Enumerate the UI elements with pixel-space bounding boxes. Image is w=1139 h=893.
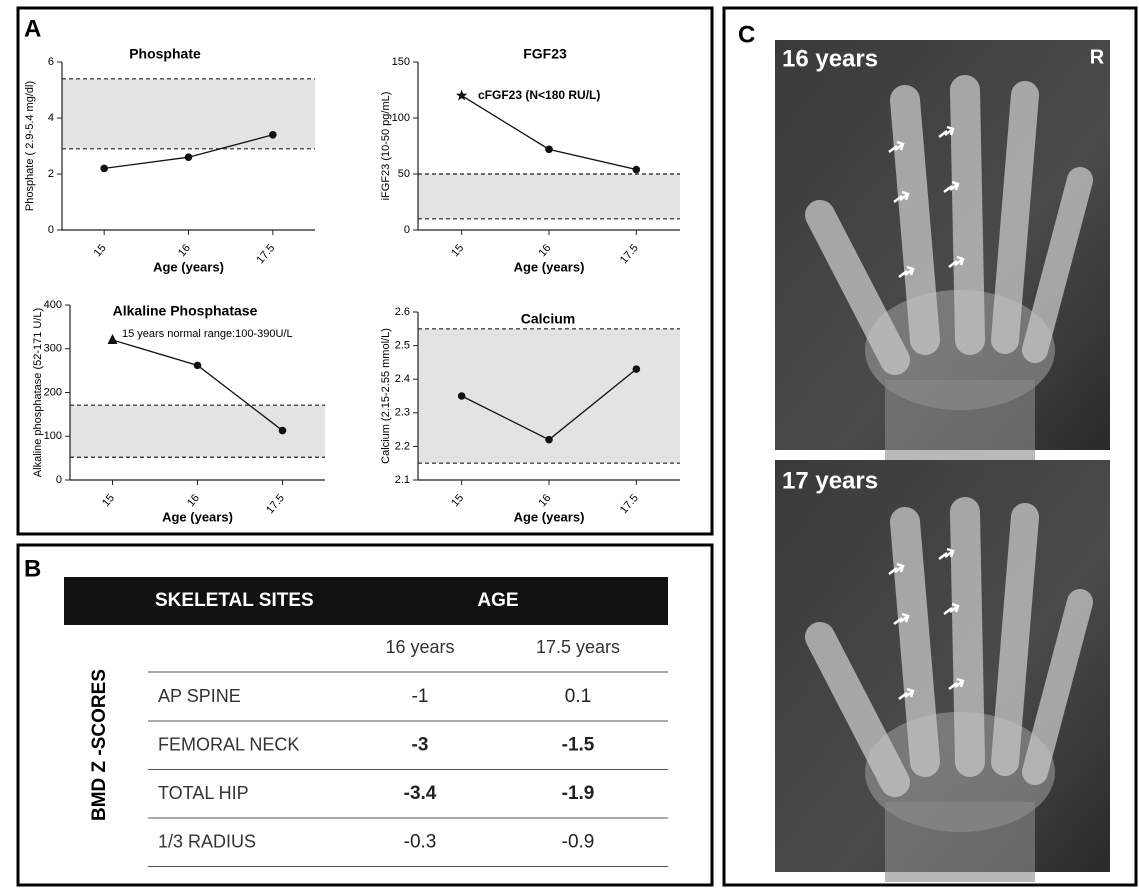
y-axis-label: Phosphate ( 2.9-5.4 mg/dl) [24, 81, 36, 211]
annotation: 15 years normal range:100-390U/L [122, 328, 293, 340]
y-axis-label: Alkaline phosphatase (52-171 U/L) [32, 308, 44, 477]
x-tick-label: 16 [536, 242, 553, 259]
data-point [279, 427, 287, 435]
x-tick-label: 15 [92, 242, 109, 259]
side-marker: R [1090, 46, 1105, 68]
y-tick-label: 2.5 [395, 340, 410, 352]
panel-letter: A [24, 15, 41, 42]
normal-range [70, 405, 325, 457]
data-point [458, 392, 466, 400]
y-axis-label: Calcium (2.15-2.55 mmol/L) [380, 328, 392, 464]
y-tick-label: 150 [392, 56, 410, 68]
header-cell: SKELETAL SITES [155, 590, 314, 611]
row-label: TOTAL HIP [158, 783, 249, 803]
cell: -3.4 [404, 783, 437, 804]
cell: -0.9 [562, 832, 595, 853]
wrist [885, 802, 1035, 882]
y-axis-label: iFGF23 (10-50 pg/mL) [380, 92, 392, 201]
y-tick-label: 300 [44, 343, 62, 355]
y-tick-label: 2 [48, 168, 54, 180]
bone [965, 512, 970, 762]
x-axis-label: Age (years) [514, 259, 585, 274]
chart-title: FGF23 [523, 46, 567, 62]
x-tick-label: 16 [536, 492, 553, 509]
bone [1005, 517, 1025, 762]
group-label: BMD Z -SCORES [89, 669, 110, 821]
y-tick-label: 200 [44, 386, 62, 398]
page: A B C SKELETAL SITES AGE 16 years 17.5 y… [0, 0, 1139, 888]
normal-range [418, 174, 680, 219]
y-tick-label: 6 [48, 56, 54, 68]
x-tick-label: 15 [100, 492, 117, 509]
cell: -1.5 [562, 735, 595, 756]
data-point [185, 153, 193, 161]
bone [905, 522, 925, 762]
x-tick-label: 15 [449, 492, 466, 509]
figure: A B C SKELETAL SITES AGE 16 years 17.5 y… [0, 0, 1139, 888]
header-cell: AGE [477, 590, 518, 611]
y-tick-label: 0 [48, 224, 54, 236]
data-line [462, 96, 637, 170]
data-point [100, 165, 108, 173]
data-point [108, 334, 118, 344]
y-tick-label: 2.1 [395, 474, 410, 486]
image-label: 17 years [782, 467, 878, 494]
wrist [885, 380, 1035, 460]
row-label: FEMORAL NECK [158, 734, 299, 754]
y-tick-label: 2.4 [395, 373, 410, 385]
y-tick-label: 100 [392, 112, 410, 124]
data-point [545, 436, 553, 444]
x-tick-label: 17.5 [618, 242, 641, 266]
chart-title: Phosphate [129, 46, 201, 62]
chart-title: Alkaline Phosphatase [113, 303, 258, 319]
bone [1005, 95, 1025, 340]
chart-title: Calcium [521, 311, 575, 327]
x-axis-label: Age (years) [514, 509, 585, 524]
y-tick-label: 2.2 [395, 440, 410, 452]
row-label: AP SPINE [158, 686, 241, 706]
x-tick-label: 15 [449, 242, 466, 259]
x-tick-label: 17.5 [254, 242, 277, 266]
x-tick-label: 16 [185, 492, 202, 509]
y-tick-label: 0 [56, 474, 62, 486]
cell: -1 [412, 686, 429, 707]
x-axis-label: Age (years) [162, 509, 233, 524]
image-label: 16 years [782, 45, 878, 72]
bone [905, 100, 925, 340]
data-point [633, 166, 641, 174]
data-point [545, 146, 553, 154]
panel-letter: B [24, 555, 41, 582]
y-tick-label: 50 [398, 168, 410, 180]
y-tick-label: 2.6 [395, 306, 410, 318]
xray-panel: 16 years 17 years R [775, 40, 1110, 882]
annotation: cFGF23 (N<180 RU/L) [478, 88, 600, 102]
column-header: 17.5 years [536, 637, 620, 657]
row-label: 1/3 RADIUS [158, 831, 256, 851]
y-tick-label: 400 [44, 299, 62, 311]
cell: 0.1 [565, 686, 591, 707]
panel-letter: C [738, 21, 755, 48]
normal-range [62, 79, 315, 149]
y-tick-label: 2.3 [395, 407, 410, 419]
cell: -3 [412, 735, 429, 756]
data-point [633, 365, 641, 373]
data-point [269, 131, 277, 139]
x-tick-label: 17.5 [618, 492, 641, 516]
x-axis-label: Age (years) [153, 259, 224, 274]
y-tick-label: 100 [44, 430, 62, 442]
data-point [194, 362, 202, 370]
bone [965, 90, 970, 340]
column-header: 16 years [385, 637, 454, 657]
x-tick-label: 17.5 [264, 492, 287, 516]
y-tick-label: 4 [48, 112, 54, 124]
table: SKELETAL SITES AGE 16 years 17.5 years B… [64, 577, 668, 867]
cell: -1.9 [562, 783, 595, 804]
x-tick-label: 16 [176, 242, 193, 259]
data-point [456, 90, 467, 101]
cell: -0.3 [404, 832, 437, 853]
y-tick-label: 0 [404, 224, 410, 236]
